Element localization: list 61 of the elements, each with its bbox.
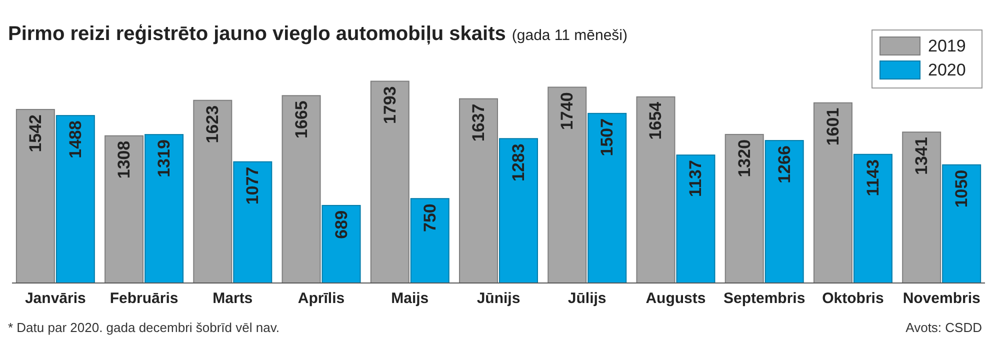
bar [370,80,410,284]
bar [548,86,587,284]
text: Avots: CSDD [906,320,982,335]
data-label: 1623 [203,105,222,144]
data-label: 1050 [952,170,972,208]
x-tick-label: Novembris [902,290,980,307]
x-tick-label: Jūlijs [568,290,606,307]
data-label: 750 [420,204,440,232]
bar [104,135,144,284]
bar [764,140,804,284]
bar [144,134,184,284]
x-tick-label: Jūnijs [476,290,520,307]
text: * Datu par 2020. gada decembri šobrīd vēl nav. [8,320,280,335]
data-label: 1601 [823,108,842,146]
bar [902,132,942,284]
data-label: 1266 [774,146,794,184]
bar [56,115,95,284]
x-tick-label: Aprīlis [298,290,345,307]
bar [193,100,232,284]
data-label: 689 [332,210,351,239]
x-tick-label: Oktobris [822,290,884,307]
x-tick-label: Janvāris [24,290,86,307]
bar [813,102,852,284]
data-label: 1488 [66,120,85,158]
data-label: 1077 [243,166,262,205]
bar [588,112,627,284]
legend-label: 2019 [928,36,966,56]
data-label: 1740 [558,92,577,130]
x-tick-label: Marts [212,290,253,307]
chart-title: Pirmo reizi reģistrēto jauno vieglo automobiļu skaits [8,23,506,45]
chart-subtitle: (gada 11 mēneši) [512,27,628,44]
data-label: 1320 [734,139,754,178]
data-label: 1542 [26,114,45,152]
bar [724,134,764,284]
bar [233,161,272,284]
data-label: 1137 [686,160,706,197]
bar [16,108,55,284]
x-tick-label: Septembris [723,290,806,307]
bar [282,95,321,284]
bar [636,96,676,284]
data-label: 1341 [912,137,932,175]
data-label: 1637 [469,104,488,142]
data-label: 1308 [114,140,134,179]
x-tick-label: Maijs [391,290,429,307]
x-tick-label: Februāris [110,290,178,307]
x-tick-label: Augusts [646,290,706,307]
data-label: 1283 [508,144,528,182]
data-label: 1319 [154,140,174,178]
bar [853,154,892,284]
data-label: 1793 [380,86,400,124]
bar [410,198,450,284]
bar [499,138,538,284]
legend-label: 2020 [928,60,966,80]
bar [459,98,498,284]
data-label: 1665 [292,100,311,138]
bar [676,154,716,284]
bar [942,164,982,284]
data-label: 1507 [598,118,617,156]
data-label: 1143 [863,159,882,196]
bar [322,204,361,284]
data-label: 1654 [646,101,666,140]
